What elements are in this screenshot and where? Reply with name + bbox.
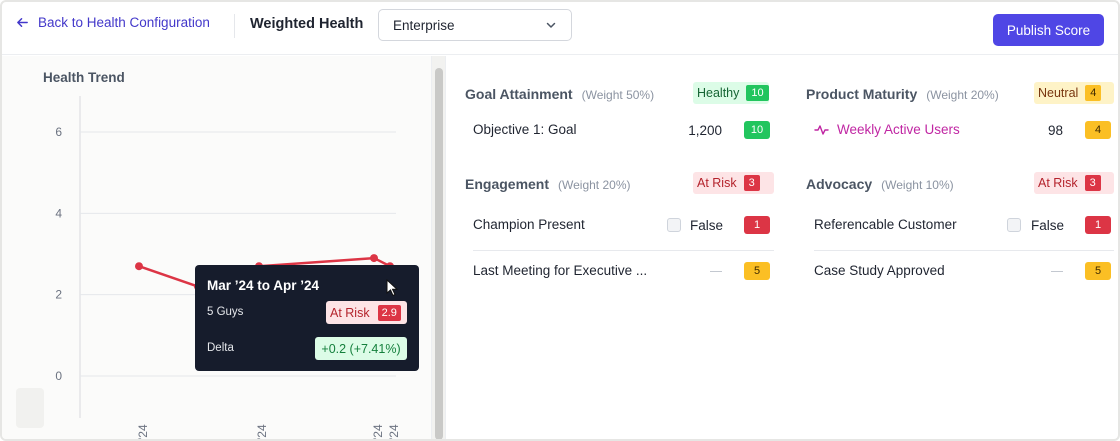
score-badge-champion-present: 1 bbox=[744, 216, 770, 234]
mouse-pointer-icon bbox=[386, 279, 400, 297]
score-badge-objective-1: 10 bbox=[744, 121, 770, 139]
status-badge-product-maturity: Neutral 4 bbox=[1034, 82, 1114, 104]
data-point bbox=[135, 262, 143, 270]
row-label-last-meeting: Last Meeting for Executive ... bbox=[473, 263, 647, 278]
section-name: Engagement bbox=[465, 176, 549, 192]
status-score: 3 bbox=[1085, 175, 1101, 191]
section-weight: (Weight 20%) bbox=[926, 88, 998, 102]
header-divider bbox=[234, 14, 235, 38]
row-value-referencable-customer: False bbox=[1022, 218, 1064, 233]
section-name: Advocacy bbox=[806, 176, 872, 192]
status-badge-goal-attainment: Healthy 10 bbox=[693, 82, 769, 104]
row-divider bbox=[814, 250, 1114, 251]
chevron-down-icon bbox=[545, 19, 557, 31]
row-label-referencable-customer: Referencable Customer bbox=[814, 217, 957, 232]
arrow-left-icon bbox=[16, 16, 29, 29]
section-header-goal-attainment: Goal Attainment (Weight 50%) bbox=[465, 86, 654, 102]
status-badge-advocacy: At Risk 3 bbox=[1034, 172, 1114, 194]
section-name: Goal Attainment bbox=[465, 86, 573, 102]
status-label: At Risk bbox=[1038, 176, 1078, 190]
tooltip-status-label: At Risk bbox=[330, 306, 370, 320]
section-name: Product Maturity bbox=[806, 86, 917, 102]
tooltip-delta-value: +0.2 (+7.41%) bbox=[315, 337, 407, 360]
section-weight: (Weight 20%) bbox=[558, 178, 630, 192]
row-value-objective-1: 1,200 bbox=[662, 123, 722, 138]
section-header-product-maturity: Product Maturity (Weight 20%) bbox=[806, 86, 999, 102]
page-header: Back to Health Configuration Weighted He… bbox=[2, 2, 1118, 55]
checkbox-champion-present[interactable] bbox=[667, 218, 681, 232]
back-link[interactable]: Back to Health Configuration bbox=[16, 15, 210, 30]
row-label-objective-1: Objective 1: Goal bbox=[473, 122, 577, 137]
score-badge-referencable-customer: 1 bbox=[1085, 216, 1111, 234]
back-link-label: Back to Health Configuration bbox=[38, 15, 210, 30]
tooltip-account-label: 5 Guys bbox=[207, 306, 243, 318]
row-value-champion-present: False bbox=[682, 218, 723, 233]
status-label: Neutral bbox=[1038, 86, 1078, 100]
segment-select-value: Enterprise bbox=[393, 18, 455, 33]
section-header-engagement: Engagement (Weight 20%) bbox=[465, 176, 631, 192]
section-header-advocacy: Advocacy (Weight 10%) bbox=[806, 176, 954, 192]
y-tick-label: 4 bbox=[55, 206, 62, 220]
tooltip-delta-label: Delta bbox=[207, 342, 234, 354]
y-tick-label: 0 bbox=[55, 369, 62, 383]
row-value-case-study-empty bbox=[1051, 271, 1063, 272]
row-label-champion-present: Champion Present bbox=[473, 217, 585, 232]
score-badge-weekly-active-users: 4 bbox=[1085, 121, 1111, 139]
tooltip-status-badge: At Risk 2.9 bbox=[326, 301, 407, 324]
row-label-case-study-approved: Case Study Approved bbox=[814, 263, 945, 278]
section-weight: (Weight 10%) bbox=[881, 178, 953, 192]
metric-link-label: Weekly Active Users bbox=[837, 122, 960, 137]
status-badge-engagement: At Risk 3 bbox=[693, 172, 774, 194]
row-value-last-meeting-empty bbox=[710, 271, 722, 272]
segment-select[interactable]: Enterprise bbox=[378, 9, 572, 41]
status-score: 4 bbox=[1085, 85, 1101, 101]
tooltip-status-value: 2.9 bbox=[378, 305, 401, 321]
checkbox-referencable-customer[interactable] bbox=[1007, 218, 1021, 232]
score-badge-last-meeting: 5 bbox=[744, 262, 770, 280]
publish-score-button[interactable]: Publish Score bbox=[993, 14, 1104, 46]
row-divider bbox=[473, 250, 774, 251]
tooltip-title: Mar ’24 to Apr ’24 bbox=[207, 278, 319, 293]
page-title: Weighted Health bbox=[250, 16, 363, 32]
y-tick-label: 2 bbox=[55, 288, 62, 302]
status-label: Healthy bbox=[697, 86, 739, 100]
panel-handle bbox=[16, 388, 44, 428]
score-badge-case-study-approved: 5 bbox=[1085, 262, 1111, 280]
section-weight: (Weight 50%) bbox=[582, 88, 654, 102]
x-tick-label: '24 bbox=[136, 424, 150, 440]
y-tick-label: 6 bbox=[55, 125, 62, 139]
status-score: 3 bbox=[744, 175, 760, 191]
panel-scrollbar-thumb[interactable] bbox=[435, 68, 443, 440]
x-tick-label: '24 bbox=[371, 424, 385, 440]
row-value-weekly-active-users: 98 bbox=[1012, 123, 1063, 138]
status-label: At Risk bbox=[697, 176, 737, 190]
activity-icon bbox=[814, 124, 829, 136]
x-tick-label: '24 bbox=[255, 424, 269, 440]
data-point bbox=[370, 254, 378, 262]
x-tick-label: '24 bbox=[387, 424, 401, 440]
status-score: 10 bbox=[746, 85, 768, 101]
health-trend-panel: Health Trend 6 4 2 0'24'24'24'24 bbox=[2, 56, 432, 441]
metric-link-weekly-active-users[interactable]: Weekly Active Users bbox=[814, 122, 960, 137]
